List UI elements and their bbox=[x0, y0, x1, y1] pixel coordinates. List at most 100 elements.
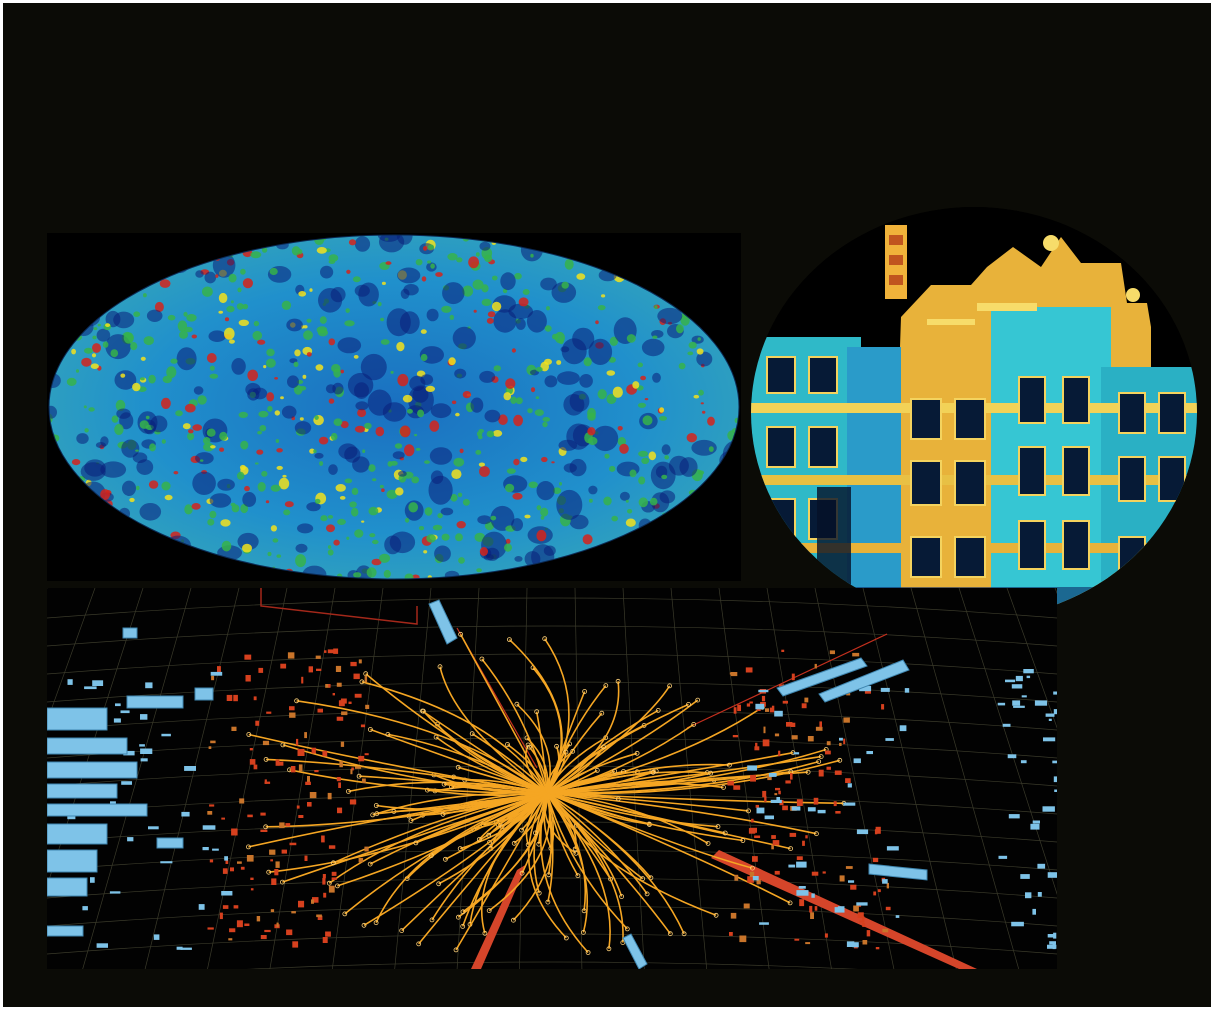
cmb-fluctuation bbox=[598, 560, 603, 566]
cmb-fluctuation bbox=[437, 513, 443, 519]
detector-tower bbox=[1045, 713, 1055, 717]
cmb-fluctuation bbox=[274, 568, 285, 579]
cmb-fluctuation bbox=[346, 536, 350, 540]
cmb-fluctuation bbox=[80, 293, 100, 311]
particle-track bbox=[527, 792, 567, 939]
cmb-fluctuation bbox=[680, 314, 690, 326]
calorimeter-hit bbox=[885, 906, 891, 911]
detector-tower bbox=[759, 922, 769, 925]
calorimeter-hit bbox=[733, 785, 741, 790]
cmb-fluctuation bbox=[411, 476, 420, 484]
calorimeter-hit bbox=[791, 735, 798, 740]
calorimeter-hit bbox=[221, 817, 225, 820]
cmb-fluctuation bbox=[84, 557, 95, 565]
cmb-fluctuation bbox=[379, 484, 384, 489]
calorimeter-hit bbox=[260, 829, 268, 832]
calorimeter-hit bbox=[276, 922, 279, 928]
detector-tower bbox=[796, 861, 807, 868]
cmb-fluctuation bbox=[400, 288, 410, 299]
cmb-fluctuation bbox=[653, 561, 660, 566]
cmb-fluctuation bbox=[352, 456, 370, 473]
detector-tower bbox=[67, 814, 76, 820]
cmb-fluctuation bbox=[148, 480, 159, 489]
cmb-fluctuation bbox=[452, 326, 476, 350]
cmb-fluctuation bbox=[587, 412, 596, 421]
cmb-fluctuation bbox=[92, 343, 101, 353]
cmb-fluctuation bbox=[98, 256, 104, 260]
calorimeter-hit bbox=[327, 792, 332, 800]
cmb-fluctuation bbox=[133, 311, 141, 317]
cmb-fluctuation bbox=[83, 405, 87, 409]
calorimeter-hit bbox=[270, 859, 273, 862]
calorimeter-hit bbox=[341, 711, 348, 716]
cmb-fluctuation bbox=[187, 432, 195, 441]
calorimeter-hit bbox=[226, 694, 233, 701]
cmb-fluctuation bbox=[278, 477, 290, 490]
calorimeter-hit bbox=[362, 778, 366, 784]
cmb-fluctuation bbox=[67, 296, 81, 305]
cmb-fluctuation bbox=[515, 318, 526, 330]
calorimeter-hit bbox=[309, 792, 317, 799]
detector-tower bbox=[1020, 760, 1027, 764]
cmb-fluctuation bbox=[282, 474, 287, 478]
cmb-fluctuation bbox=[395, 487, 404, 496]
cmb-fluctuation bbox=[708, 446, 714, 452]
detector-tower bbox=[1042, 806, 1055, 812]
cmb-fluctuation bbox=[266, 348, 275, 357]
cmb-fluctuation bbox=[483, 554, 494, 561]
cmb-fluctuation bbox=[380, 317, 385, 322]
cmb-fluctuation bbox=[551, 461, 555, 464]
cmb-fluctuation bbox=[716, 304, 720, 308]
calorimeter-hit bbox=[839, 875, 845, 882]
cmb-fluctuation bbox=[381, 488, 385, 492]
cmb-fluctuation bbox=[700, 402, 704, 405]
cmb-fluctuation bbox=[668, 296, 676, 304]
cmb-fluctuation bbox=[184, 403, 196, 413]
cmb-fluctuation bbox=[699, 514, 709, 524]
detector-tower bbox=[847, 783, 852, 788]
cmb-fluctuation bbox=[558, 439, 578, 451]
calorimeter-hit bbox=[328, 885, 335, 893]
cmb-fluctuation bbox=[490, 515, 497, 521]
cmb-fluctuation bbox=[116, 408, 131, 419]
calorimeter-hit bbox=[862, 916, 865, 923]
calorimeter-hit bbox=[278, 761, 284, 766]
cmb-fluctuation bbox=[455, 412, 460, 417]
cmb-fluctuation bbox=[247, 388, 260, 401]
calorimeter-hit bbox=[801, 703, 807, 709]
calorimeter-hit bbox=[781, 649, 785, 652]
calorimeter-hit bbox=[228, 938, 233, 941]
detector-tower bbox=[793, 752, 800, 755]
cmb-fluctuation bbox=[713, 471, 723, 483]
cmb-fluctuation bbox=[100, 461, 127, 478]
detector-tower bbox=[1047, 934, 1054, 938]
calorimeter-hit bbox=[350, 661, 357, 667]
cmb-fluctuation bbox=[263, 365, 267, 369]
cmb-fluctuation bbox=[218, 310, 223, 314]
cmb-fluctuation bbox=[701, 271, 720, 289]
calorimeter-hit bbox=[814, 663, 817, 669]
cmb-fluctuation bbox=[71, 303, 92, 325]
cmb-fluctuation bbox=[637, 362, 643, 368]
detector-tower bbox=[1032, 820, 1040, 824]
detector-tower bbox=[1054, 789, 1057, 792]
calorimeter-hit bbox=[349, 799, 357, 805]
cmb-fluctuation bbox=[140, 377, 145, 381]
cmb-fluctuation bbox=[49, 530, 57, 535]
cmb-fluctuation bbox=[421, 276, 427, 282]
cmb-fluctuation bbox=[275, 439, 280, 443]
cmb-fluctuation bbox=[221, 540, 232, 552]
particle-track bbox=[546, 792, 685, 935]
calorimeter-hit bbox=[237, 861, 242, 864]
cmb-fluctuation bbox=[244, 485, 250, 492]
cmb-fluctuation bbox=[524, 514, 531, 519]
cmb-fluctuation bbox=[140, 356, 146, 361]
calorimeter-hit bbox=[296, 805, 300, 809]
calorimeter-hit bbox=[249, 759, 256, 765]
cmb-fluctuation bbox=[536, 481, 555, 501]
cmb-fluctuation bbox=[505, 538, 511, 545]
cmb-fluctuation bbox=[49, 366, 51, 372]
detector-tower bbox=[856, 902, 868, 906]
cmb-fluctuation bbox=[506, 468, 516, 474]
calorimeter-hit bbox=[244, 654, 252, 660]
